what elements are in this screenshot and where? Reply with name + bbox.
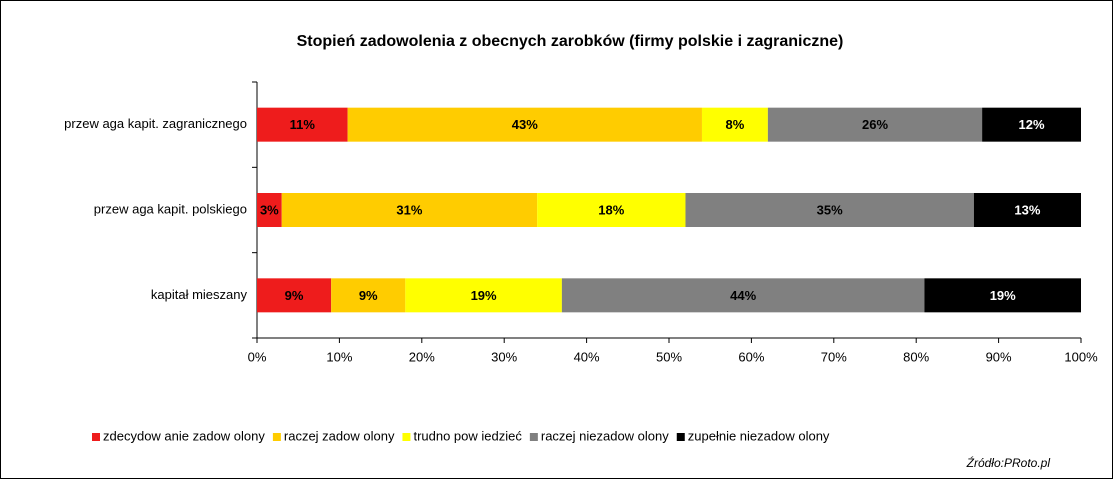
chart-title: Stopień zadowolenia z obecnych zarobków … xyxy=(297,33,844,50)
data-label: 8% xyxy=(726,117,745,132)
data-label: 44% xyxy=(730,288,756,303)
y-tick-label: przew aga kapit. zagranicznego xyxy=(64,116,247,131)
y-tick-label: kapitał mieszany xyxy=(151,287,248,302)
data-label: 3% xyxy=(260,202,279,217)
bar-segment xyxy=(701,107,768,142)
x-tick-label: 10% xyxy=(326,349,352,364)
data-label: 12% xyxy=(1019,117,1045,132)
legend-label: zdecydow anie zadow olony xyxy=(103,428,265,443)
x-tick-label: 50% xyxy=(656,349,682,364)
legend-label: raczej zadow olony xyxy=(284,428,395,443)
data-label: 19% xyxy=(471,288,497,303)
legend-label: zupełnie niezadow olony xyxy=(688,428,830,443)
x-tick-label: 90% xyxy=(986,349,1012,364)
x-tick-label: 0% xyxy=(248,349,267,364)
x-tick-label: 20% xyxy=(409,349,435,364)
bar-segment xyxy=(973,193,1081,227)
legend-swatch xyxy=(529,433,538,441)
legend-swatch xyxy=(402,433,411,441)
bar-segment xyxy=(924,278,1081,313)
data-label: 26% xyxy=(862,117,888,132)
bar-segment xyxy=(537,193,686,227)
x-tick-label: 30% xyxy=(491,349,517,364)
legend-label: raczej niezadow olony xyxy=(541,428,669,443)
data-label: 43% xyxy=(512,117,538,132)
bar-segment xyxy=(982,107,1081,142)
bar-segment xyxy=(257,193,282,227)
bar-segment xyxy=(767,107,983,142)
bar-segment xyxy=(561,278,925,313)
bar-segment xyxy=(257,278,332,313)
data-label: 31% xyxy=(396,202,422,217)
legend-swatch xyxy=(92,433,100,441)
data-label: 9% xyxy=(285,288,304,303)
data-label: 19% xyxy=(990,288,1016,303)
data-label: 35% xyxy=(817,202,843,217)
bar-segment xyxy=(331,278,406,313)
bar-segment xyxy=(685,193,974,227)
bar-segment xyxy=(281,193,538,227)
data-label: 18% xyxy=(598,202,624,217)
data-label: 11% xyxy=(290,117,316,132)
x-tick-label: 100% xyxy=(1064,349,1098,364)
y-tick-label: przew aga kapit. polskiego xyxy=(94,201,247,216)
legend-swatch xyxy=(272,433,281,441)
x-tick-label: 70% xyxy=(821,349,847,364)
bar-segment xyxy=(347,107,702,142)
bar-segment xyxy=(405,278,562,313)
x-tick-label: 60% xyxy=(738,349,764,364)
bar-segment xyxy=(257,107,348,142)
data-label: 9% xyxy=(359,288,378,303)
x-tick-label: 40% xyxy=(574,349,600,364)
data-label: 13% xyxy=(1014,202,1040,217)
legend-label: trudno pow iedzieć xyxy=(413,428,522,443)
legend-swatch xyxy=(676,433,685,441)
x-tick-label: 80% xyxy=(903,349,929,364)
source-note: Źródło:PRoto.pl xyxy=(966,455,1051,470)
